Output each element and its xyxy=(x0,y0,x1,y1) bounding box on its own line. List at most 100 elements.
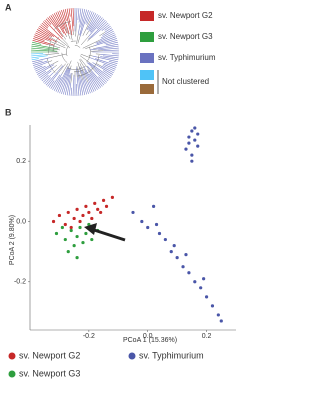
point xyxy=(104,204,109,208)
tree-branch xyxy=(48,80,55,88)
tree-branch xyxy=(95,34,116,44)
tree-branch xyxy=(98,47,119,51)
tree-branch xyxy=(96,36,117,45)
tree-branch xyxy=(59,10,66,27)
tree-branch xyxy=(102,29,113,36)
tree-branch xyxy=(95,43,119,49)
tree-branch xyxy=(32,60,43,64)
tree-branch xyxy=(41,22,49,29)
point xyxy=(57,213,62,218)
point xyxy=(157,231,162,236)
tree-branch xyxy=(90,66,95,71)
tree-branch xyxy=(99,32,115,41)
point xyxy=(190,159,194,163)
point xyxy=(169,250,173,254)
tree-branch xyxy=(39,25,55,37)
tree-branch xyxy=(55,12,65,30)
tree-branch xyxy=(54,64,57,68)
tree-branch xyxy=(32,57,51,63)
point xyxy=(69,228,73,233)
tree-branch xyxy=(86,62,109,82)
point xyxy=(110,195,114,199)
x-tick-label: 0.0 xyxy=(143,333,153,340)
point xyxy=(154,222,159,227)
legend-swatch xyxy=(140,32,154,42)
point xyxy=(210,304,215,308)
tree-branch xyxy=(50,48,60,51)
tree-branch xyxy=(57,11,68,34)
tree-branch xyxy=(32,40,48,45)
tree-branch xyxy=(84,71,95,92)
tree-arc xyxy=(70,40,76,43)
point xyxy=(187,141,191,145)
tree-branch xyxy=(79,66,89,94)
tree-branch xyxy=(61,68,70,94)
tree-branch xyxy=(38,27,53,37)
tree-branch xyxy=(31,58,39,61)
tree-branch xyxy=(79,55,91,64)
tree-branch xyxy=(40,70,52,80)
point xyxy=(175,256,179,260)
tree-branch xyxy=(104,27,112,33)
legend-label: sv. Newport G3 xyxy=(158,32,213,41)
tree-branch xyxy=(79,10,89,37)
tree-branch xyxy=(103,63,116,70)
panel-label: B xyxy=(5,107,12,117)
tree-branch xyxy=(86,11,93,25)
tree-branch xyxy=(80,53,91,58)
tree-branch xyxy=(83,66,98,90)
tree-branch xyxy=(72,74,75,96)
tree-branch xyxy=(41,75,49,82)
tree xyxy=(31,8,119,96)
tree-branch xyxy=(88,18,105,37)
tree-branch xyxy=(88,21,108,40)
tree-branch xyxy=(92,55,118,63)
tree-branch xyxy=(89,73,100,89)
tree-branch xyxy=(102,65,115,72)
tree-branch xyxy=(35,32,52,41)
tree-branch xyxy=(34,34,48,41)
tree-branch xyxy=(82,19,92,36)
y-axis-label: PCoA 2 (9.80%) xyxy=(9,215,16,265)
legend-marker xyxy=(8,352,16,360)
tree-branch xyxy=(65,35,68,38)
tree-branch xyxy=(87,37,92,42)
points xyxy=(51,126,223,323)
tree-branch xyxy=(77,69,84,96)
point xyxy=(202,277,206,281)
tree-branch xyxy=(90,22,109,39)
legend-label: sv. Newport G2 xyxy=(158,11,213,20)
tree-branch xyxy=(31,54,46,57)
tree-branch xyxy=(52,73,63,90)
tree-arc xyxy=(61,52,68,63)
tree-branch xyxy=(88,15,100,32)
point xyxy=(75,256,79,260)
tree-branch xyxy=(77,8,80,21)
point xyxy=(63,222,67,227)
tree-branch xyxy=(87,82,93,93)
point xyxy=(63,237,67,242)
point xyxy=(196,132,200,136)
x-tick-label: 0.2 xyxy=(202,333,212,340)
tree-branch xyxy=(94,38,117,47)
tree-branch xyxy=(81,69,91,94)
legend-marker xyxy=(8,370,16,378)
tree-branch xyxy=(102,70,112,77)
y-tick-label: -0.2 xyxy=(14,279,26,286)
tree-branch xyxy=(88,54,93,57)
tree-branch xyxy=(80,35,90,46)
tree-branch xyxy=(61,10,70,35)
tree-branch xyxy=(95,58,117,66)
tree-branch xyxy=(31,45,51,49)
point xyxy=(219,319,223,323)
x-axis-label: PCoA 1 (15.36%) xyxy=(123,337,177,344)
tree-branch xyxy=(52,14,65,34)
point xyxy=(78,219,82,224)
point xyxy=(84,204,88,208)
tree-branch xyxy=(37,64,55,75)
tree-branch xyxy=(75,23,77,37)
tree-branch xyxy=(57,63,66,74)
tree-branch xyxy=(40,24,61,41)
point xyxy=(78,225,82,230)
point xyxy=(93,201,97,205)
